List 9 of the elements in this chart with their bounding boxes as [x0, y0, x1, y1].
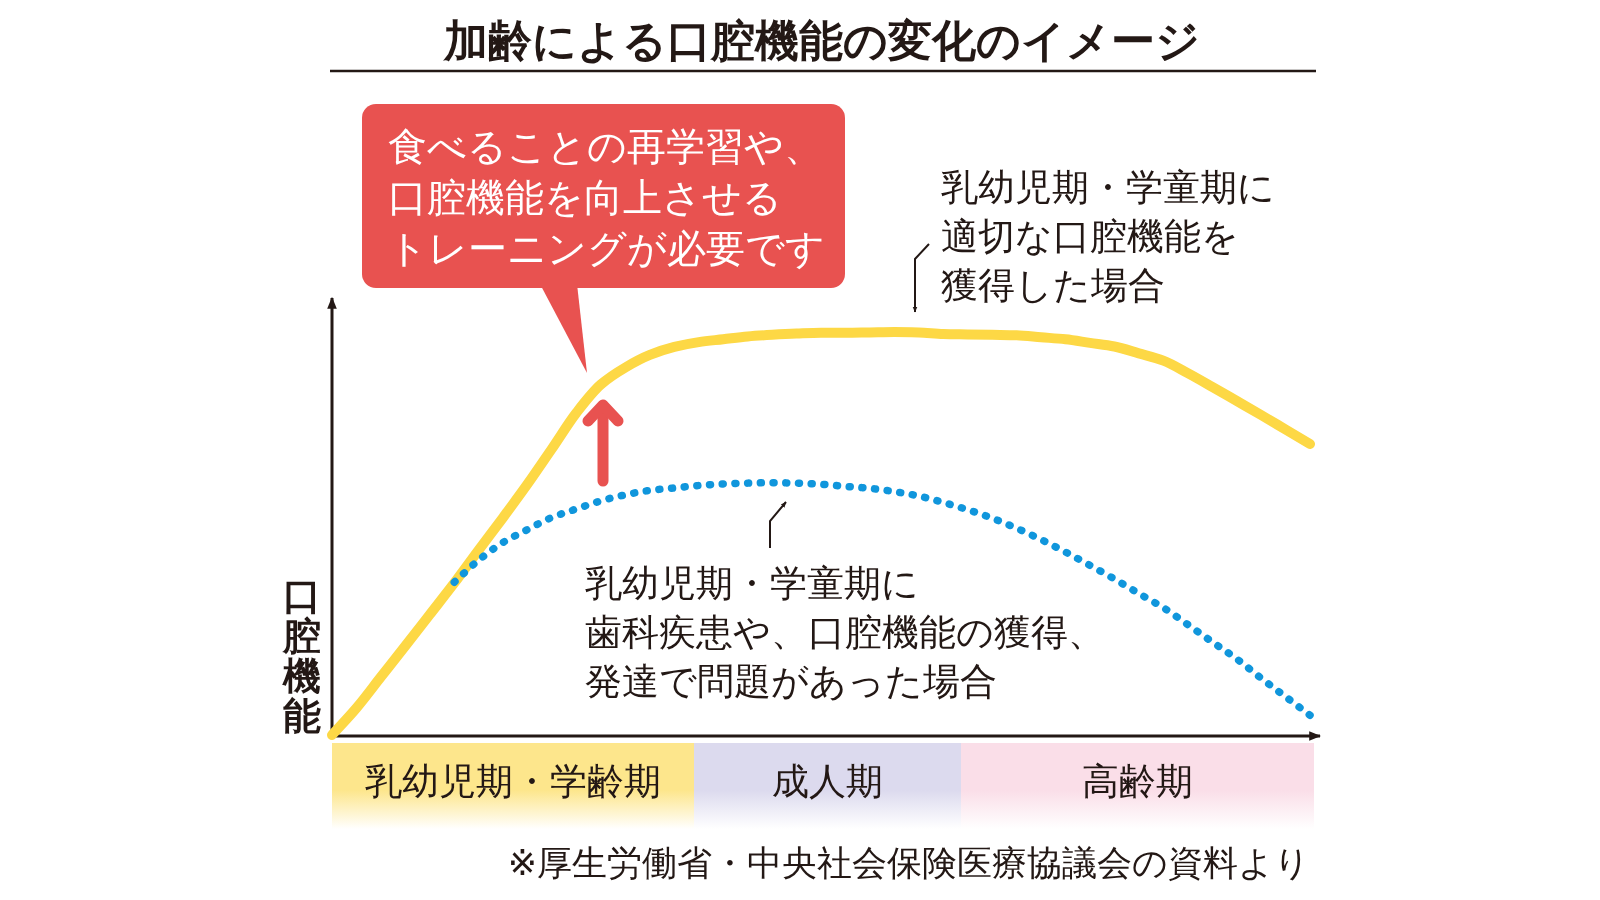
text: 乳幼児期・学齢期 — [365, 760, 661, 802]
text: 成人期 — [772, 760, 883, 802]
series-label: 乳幼児期・学童期に適切な口腔機能を獲得した場合 — [941, 166, 1275, 306]
text: ※厚生労働省・中央社会保険医療協議会の資料より — [507, 842, 1310, 882]
series-label: 乳幼児期・学童期に歯科疾患や、口腔機能の獲得、発達で問題があった場合 — [585, 562, 1105, 702]
text: 高齢期 — [1082, 760, 1193, 802]
text: 食べることの再学習や、口腔機能を向上させるトレーニングが必要です — [388, 124, 825, 270]
y-axis-title: 口腔機能 — [282, 575, 321, 737]
chart-title: 加齢による口腔機能の変化のイメージ — [442, 15, 1200, 65]
